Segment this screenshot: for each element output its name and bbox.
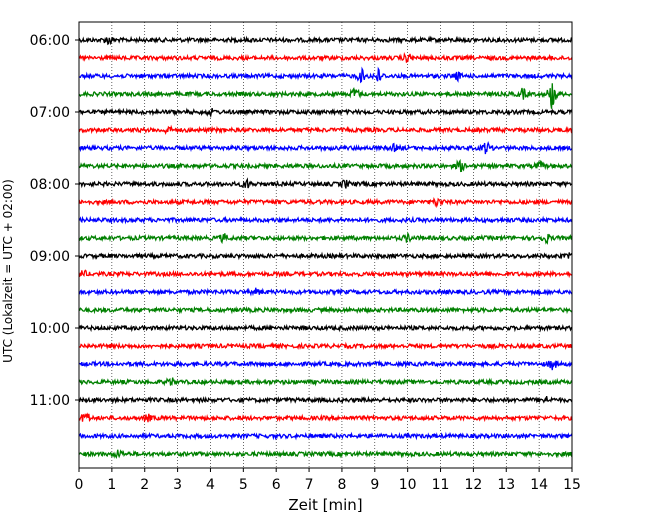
trace-11:15	[78, 412, 573, 423]
x-tick-label: 0	[75, 477, 84, 493]
y-tick-label: 08:00	[30, 177, 70, 193]
trace-06:15	[78, 52, 573, 63]
x-tick-label: 1	[107, 477, 116, 493]
trace-08:00	[78, 177, 573, 189]
x-axis-ticks: 0 1 2 3 4 5 6 7 8 9 10 11 12 13 14 15	[75, 468, 581, 493]
trace-10:00	[78, 323, 573, 333]
trace-10:30	[78, 359, 573, 371]
trace-07:15	[78, 124, 573, 135]
x-tick-label: 13	[497, 477, 515, 493]
x-tick-label: 2	[140, 477, 149, 493]
trace-11:00	[78, 395, 573, 405]
trace-07:45	[78, 158, 573, 173]
x-tick-label: 6	[272, 477, 281, 493]
x-tick-label: 12	[464, 477, 482, 493]
y-tick-label: 09:00	[30, 249, 70, 265]
y-axis-ticks: 06:00 07:00 08:00 09:00 10:00 11:00	[30, 33, 79, 409]
y-tick-label: 07:00	[30, 105, 70, 121]
y-tick-label: 10:00	[30, 321, 70, 337]
trace-09:30	[78, 287, 573, 297]
x-tick-label: 3	[173, 477, 182, 493]
x-tick-label: 5	[239, 477, 248, 493]
trace-09:15	[78, 269, 573, 279]
x-tick-label: 9	[370, 477, 379, 493]
trace-06:00	[78, 35, 573, 46]
x-axis-label: Zeit [min]	[288, 496, 362, 514]
grid-lines	[111, 22, 540, 468]
trace-06:45	[78, 83, 573, 109]
x-tick-label: 8	[337, 477, 346, 493]
trace-08:45	[78, 231, 573, 245]
x-tick-label: 10	[399, 477, 417, 493]
trace-10:15	[78, 341, 573, 351]
trace-group	[78, 35, 573, 460]
y-tick-label: 06:00	[30, 33, 70, 49]
plot-frame	[78, 21, 573, 469]
trace-11:45	[78, 449, 573, 460]
y-tick-label: 11:00	[30, 393, 70, 409]
trace-08:30	[78, 215, 573, 225]
y-axis-label: UTC (Lokalzeit = UTC + 02:00)	[1, 179, 15, 363]
trace-09:45	[78, 305, 573, 315]
trace-09:00	[78, 251, 573, 261]
trace-10:45	[78, 377, 573, 387]
trace-06:30	[78, 66, 573, 84]
x-tick-label: 7	[305, 477, 314, 493]
trace-07:30	[78, 141, 573, 155]
trace-07:00	[78, 107, 573, 118]
trace-11:30	[78, 431, 573, 441]
x-tick-label: 4	[206, 477, 215, 493]
x-tick-label: 14	[530, 477, 548, 493]
x-tick-label: 11	[432, 477, 450, 493]
trace-08:15	[78, 197, 573, 209]
x-tick-label: 15	[563, 477, 581, 493]
